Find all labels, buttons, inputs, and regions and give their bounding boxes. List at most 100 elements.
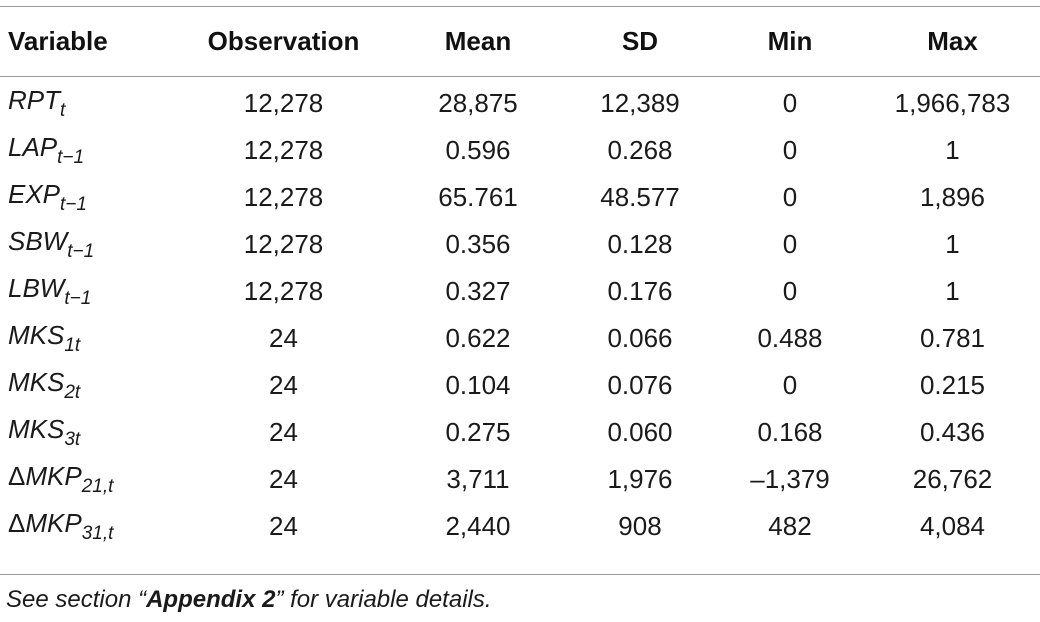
min-cell: 0 <box>782 276 798 306</box>
header-rule <box>0 76 1040 77</box>
table-row: LBWt−1 12,278 0.327 0.176 0 1 <box>0 268 1040 315</box>
mean-cell: 65.761 <box>438 182 518 212</box>
variable-cell: MKS2t <box>0 362 176 409</box>
max-cell: 1 <box>945 229 960 259</box>
header-min: Min <box>767 26 813 56</box>
footnote-text-before: See section “ <box>6 586 147 613</box>
variable-name: RPT <box>8 85 60 115</box>
max-cell: 1 <box>945 135 960 165</box>
mean-cell: 0.596 <box>445 135 511 165</box>
sd-cell: 48.577 <box>600 182 680 212</box>
observation-cell: 12,278 <box>243 276 324 306</box>
header-variable: Variable <box>8 26 108 56</box>
min-cell: 0 <box>782 182 798 212</box>
table-row: MKS1t 24 0.622 0.066 0.488 0.781 <box>0 315 1040 362</box>
header-observation: Observation <box>207 26 360 56</box>
mean-cell: 0.622 <box>445 323 511 353</box>
variable-name: SBW <box>8 226 68 256</box>
max-cell: 26,762 <box>912 464 993 494</box>
observation-cell: 12,278 <box>243 229 324 259</box>
mean-cell: 2,440 <box>445 511 511 541</box>
observation-cell: 12,278 <box>243 182 324 212</box>
observation-cell: 24 <box>269 464 298 494</box>
variable-subscript: t−1 <box>67 241 95 262</box>
bottom-rule <box>0 574 1040 575</box>
mean-cell: 0.275 <box>445 417 511 447</box>
variable-cell: ΔMKP31,t <box>0 503 176 550</box>
table-row: EXPt−1 12,278 65.761 48.577 0 1,896 <box>0 174 1040 221</box>
variable-name: EXP <box>8 179 61 209</box>
observation-cell: 12,278 <box>243 88 324 118</box>
descriptive-statistics-table: Variable Observation Mean SD Min Max RPT… <box>0 7 1040 550</box>
min-cell: 0 <box>782 370 798 400</box>
variable-name: MKS <box>8 367 65 397</box>
mean-cell: 3,711 <box>446 464 510 494</box>
variable-delta-symbol: Δ <box>8 461 26 491</box>
variable-name: MKS <box>8 414 65 444</box>
variable-subscript: 3t <box>64 429 81 450</box>
variable-name: MKP <box>25 461 82 491</box>
sd-cell: 0.128 <box>607 229 673 259</box>
min-cell: –1,379 <box>750 464 830 494</box>
sd-cell: 0.268 <box>607 135 673 165</box>
sd-cell: 0.076 <box>607 370 673 400</box>
min-cell: 0 <box>782 88 798 118</box>
variable-subscript: t−1 <box>64 288 92 309</box>
header-mean: Mean <box>444 26 512 56</box>
header-max: Max <box>927 26 978 56</box>
variable-subscript: 31,t <box>81 523 114 544</box>
table-footnote: See section “Appendix 2” for variable de… <box>6 586 492 614</box>
variable-subscript: t <box>60 100 66 121</box>
table-row: MKS2t 24 0.104 0.076 0 0.215 <box>0 362 1040 409</box>
table-row: SBWt−1 12,278 0.356 0.128 0 1 <box>0 221 1040 268</box>
table-row: MKS3t 24 0.275 0.060 0.168 0.436 <box>0 409 1040 456</box>
max-cell: 0.436 <box>919 417 986 447</box>
mean-cell: 0.104 <box>445 370 511 400</box>
table-row: LAPt−1 12,278 0.596 0.268 0 1 <box>0 127 1040 174</box>
variable-subscript: t−1 <box>60 194 87 215</box>
max-cell: 0.781 <box>919 323 986 353</box>
max-cell: 1 <box>945 276 960 306</box>
header-sd: SD <box>621 26 659 56</box>
footnote-text-after: ” for variable details. <box>275 586 492 613</box>
variable-cell: MKS3t <box>0 409 176 456</box>
variable-cell: RPTt <box>0 76 176 127</box>
min-cell: 0 <box>782 135 798 165</box>
observation-cell: 24 <box>269 323 298 353</box>
variable-name: LBW <box>8 273 65 303</box>
variable-subscript: 1t <box>64 335 81 356</box>
variable-name: MKP <box>25 508 82 538</box>
variable-subscript: t−1 <box>57 147 85 168</box>
sd-cell: 0.060 <box>607 417 673 447</box>
observation-cell: 24 <box>269 511 298 541</box>
min-cell: 482 <box>768 511 812 541</box>
min-cell: 0 <box>782 229 798 259</box>
variable-cell: MKS1t <box>0 315 176 362</box>
table-row: ΔMKP21,t 24 3,711 1,976 –1,379 26,762 <box>0 456 1040 503</box>
sd-cell: 12,389 <box>600 88 680 118</box>
variable-name: MKS <box>8 320 65 350</box>
min-cell: 0.488 <box>757 323 823 353</box>
table-header-row: Variable Observation Mean SD Min Max <box>0 7 1040 76</box>
variable-cell: LBWt−1 <box>0 268 176 315</box>
variable-cell: ΔMKP21,t <box>0 456 176 503</box>
sd-cell: 908 <box>618 511 662 541</box>
variable-delta-symbol: Δ <box>8 508 26 538</box>
variable-subscript: 2t <box>64 382 81 403</box>
sd-cell: 0.066 <box>607 323 673 353</box>
mean-cell: 28,875 <box>438 88 518 118</box>
max-cell: 1,896 <box>919 182 986 212</box>
table-row: RPTt 12,278 28,875 12,389 0 1,966,783 <box>0 76 1040 127</box>
table-row: ΔMKP31,t 24 2,440 908 482 4,084 <box>0 503 1040 550</box>
observation-cell: 24 <box>269 417 298 447</box>
sd-cell: 1,976 <box>607 464 673 494</box>
observation-cell: 24 <box>269 370 298 400</box>
variable-cell: LAPt−1 <box>0 127 176 174</box>
sd-cell: 0.176 <box>607 276 673 306</box>
footnote-appendix-reference: Appendix 2 <box>146 586 276 613</box>
variable-name: LAP <box>8 132 58 162</box>
variable-cell: EXPt−1 <box>0 174 176 221</box>
variable-cell: SBWt−1 <box>0 221 176 268</box>
variable-subscript: 21,t <box>81 476 114 497</box>
